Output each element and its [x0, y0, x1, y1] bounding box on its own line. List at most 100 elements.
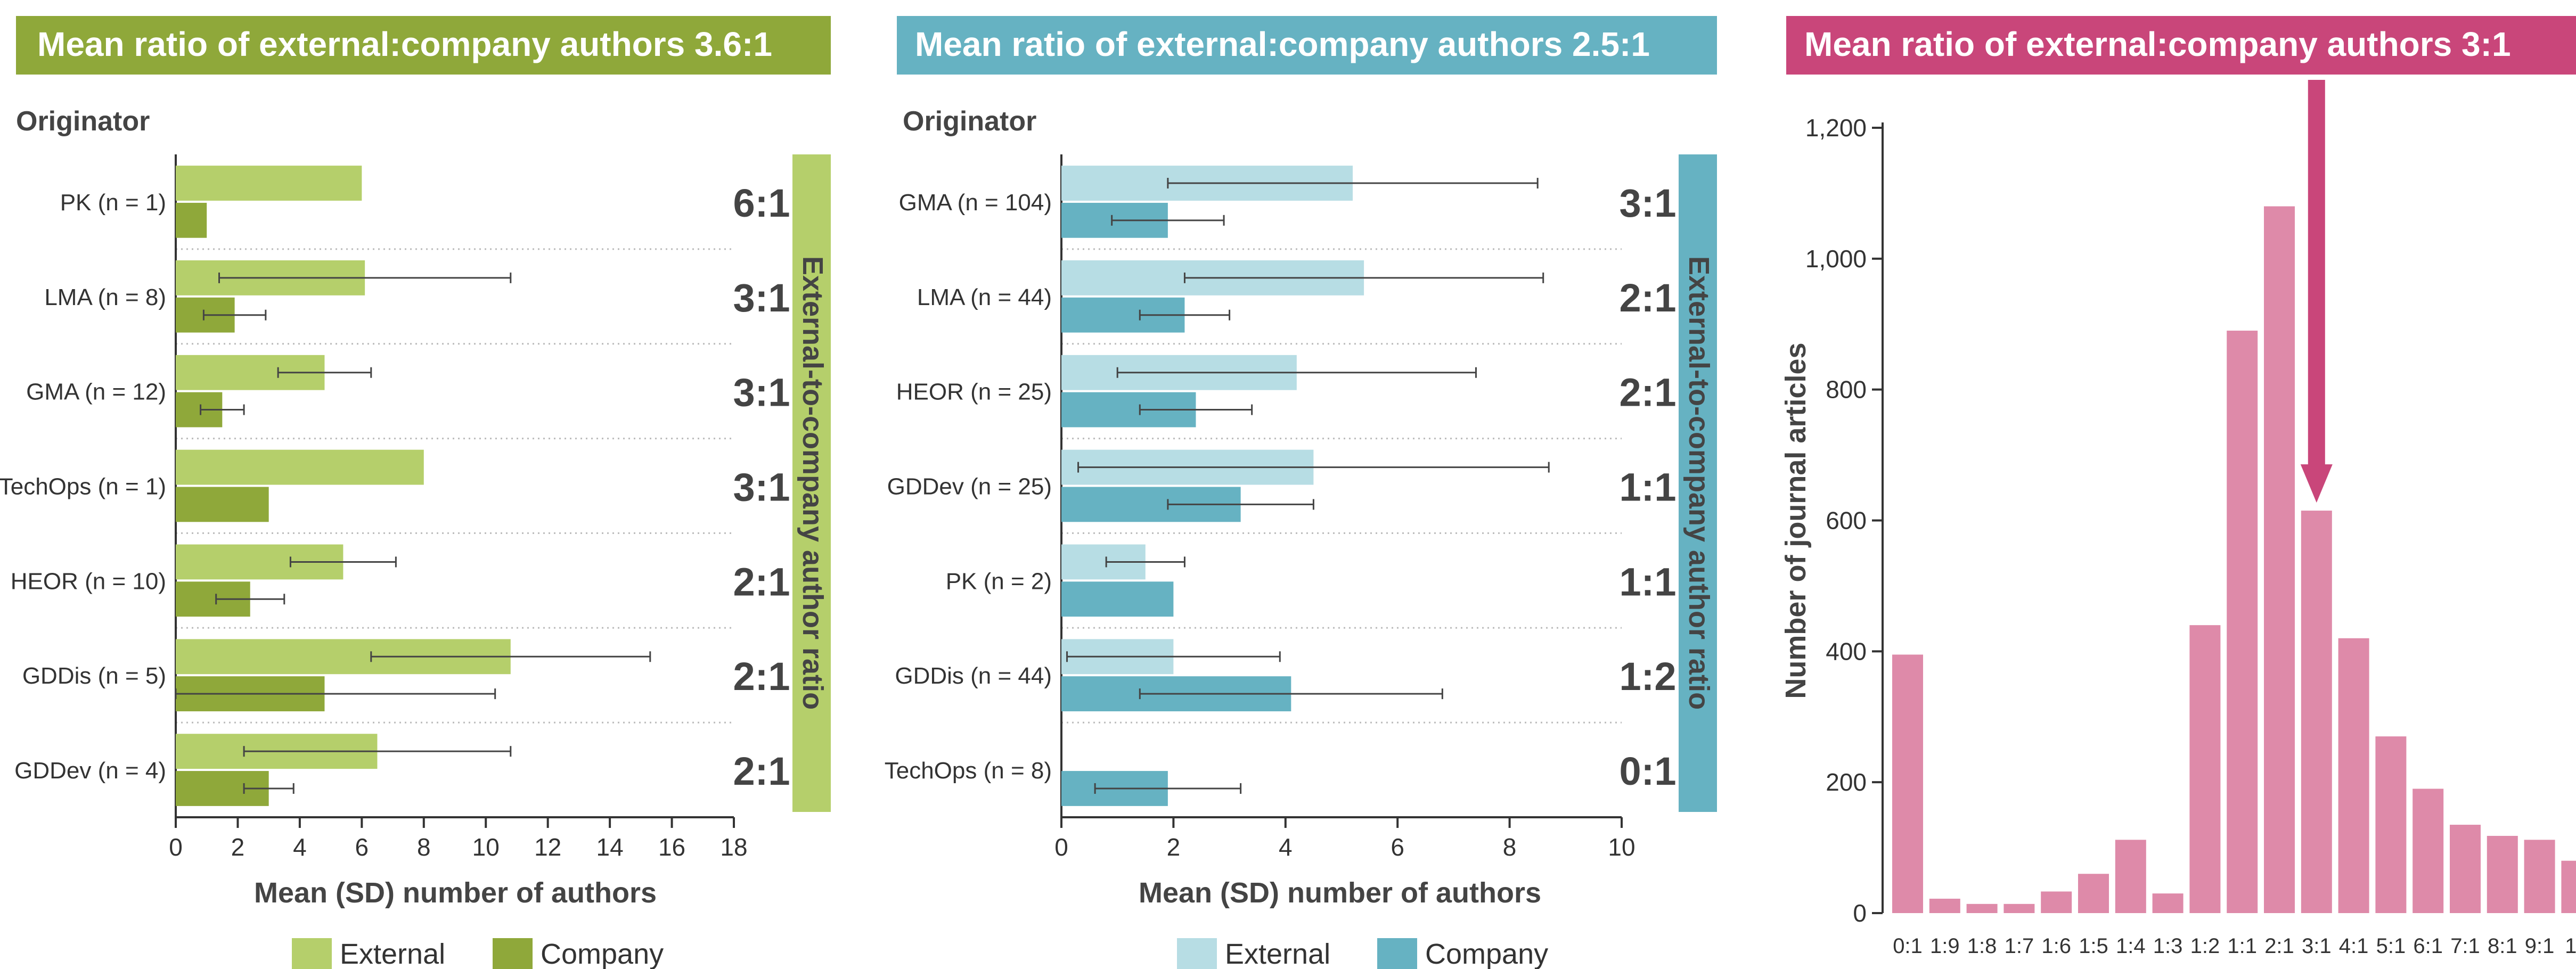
x-tick-label: 3:1 — [2302, 934, 2332, 958]
panel-2-title: Mean ratio of external:company authors 2… — [915, 25, 1650, 63]
x-tick-label: 2 — [231, 833, 245, 861]
ratio-label: 3:1 — [733, 465, 790, 510]
ratio-label: 2:1 — [733, 749, 790, 793]
x-tick-label: 16 — [658, 833, 685, 861]
histogram-bar — [2450, 825, 2481, 913]
panel-1-legend-company-swatch — [493, 938, 533, 969]
x-tick-label: 8 — [1503, 833, 1517, 861]
category-label: GMA (n = 12) — [26, 379, 166, 405]
panel-2-ratio-labels: 3:1 2:1 2:1 1:1 1:1 1:2 0:1 — [1620, 181, 1677, 793]
x-tick-label: 1:5 — [2079, 934, 2108, 958]
ratio-label: 3:1 — [733, 371, 790, 415]
ratio-label: 6:1 — [733, 181, 790, 225]
panel-1-grid — [175, 154, 734, 818]
bar-external — [176, 166, 362, 201]
x-tick-label: 1:3 — [2153, 934, 2183, 958]
panel-3-y-ticks: 0 200 400 600 800 1,000 1,200 — [1805, 114, 1884, 927]
y-tick-label: 200 — [1826, 768, 1867, 796]
panel-2-grid — [1060, 154, 1622, 818]
histogram-bar — [2413, 789, 2444, 913]
panel-2-category-labels: GMA (n = 104) LMA (n = 44) HEOR (n = 25) GD… — [885, 190, 1052, 784]
panel-2-legend-company-swatch — [1377, 938, 1417, 969]
panel-2-x-ticks: 0 2 4 6 8 10 — [1054, 817, 1635, 861]
category-label: PK (n = 1) — [60, 190, 166, 216]
x-tick-label: 0:1 — [1893, 934, 1923, 958]
panel-2-category-title: Originator — [903, 106, 1036, 137]
x-tick-label: 4 — [293, 833, 307, 861]
ratio-label: 1:2 — [1620, 654, 1677, 699]
ratio-label: 3:1 — [733, 276, 790, 320]
histogram-bar — [2487, 835, 2518, 913]
x-tick-label: 5:1 — [2376, 934, 2406, 958]
x-tick-label: 6 — [1391, 833, 1404, 861]
panel-1: Mean ratio of external:company authors 3… — [0, 16, 831, 969]
panel-2-bars — [1061, 166, 1550, 806]
histogram-bar — [2189, 625, 2221, 913]
panel-1-legend-external-label: External — [340, 938, 445, 969]
panel-2-legend-company-label: Company — [1425, 938, 1548, 969]
histogram-bar — [2301, 511, 2332, 913]
histogram-bar — [1929, 898, 1960, 913]
y-tick-label: 1,000 — [1805, 245, 1867, 273]
panel-1-ratio-labels: 6:1 3:1 3:1 3:1 2:1 2:1 2:1 — [733, 181, 790, 793]
panel-1-side-label: External-to-company author ratio — [797, 256, 829, 710]
x-tick-label: 10 — [1608, 833, 1635, 861]
histogram-bar — [2524, 840, 2555, 913]
panel-1-x-ticks: 0 2 4 6 8 10 12 14 16 18 — [169, 817, 748, 861]
x-tick-label: 0 — [1054, 833, 1068, 861]
x-tick-label: 4 — [1279, 833, 1293, 861]
ratio-label: 2:1 — [733, 560, 790, 604]
category-label: HEOR (n = 25) — [896, 379, 1052, 405]
panel-1-banner — [16, 16, 831, 75]
category-label: TechOps (n = 8) — [885, 758, 1052, 784]
x-tick-label: 1:4 — [2116, 934, 2146, 958]
y-tick-label: 1,200 — [1805, 114, 1867, 142]
histogram-bar — [2227, 331, 2258, 913]
ratio-label: 0:1 — [1620, 749, 1677, 793]
panel-3-highlight-arrow — [2300, 80, 2333, 503]
bar-company — [176, 487, 269, 522]
category-label: LMA (n = 8) — [44, 284, 166, 310]
category-label: GDDis (n = 44) — [895, 663, 1052, 689]
x-tick-label: 2 — [1167, 833, 1181, 861]
panel-1-side-bar — [792, 154, 831, 812]
x-tick-label: 9:1 — [2525, 934, 2555, 958]
x-tick-label: 10 — [472, 833, 500, 861]
ratio-label: 3:1 — [1620, 181, 1677, 225]
panel-3-category-labels: 0:1 1:9 1:8 1:7 1:6 1:5 1:4 1:3 1:2 1:1 2:1 3:1 4:1 5… — [1893, 934, 2576, 958]
panel-2-legend-external-label: External — [1225, 938, 1330, 969]
panel-3-y-axis-label: Number of journal articles — [1780, 342, 1812, 699]
histogram-bar — [2152, 893, 2184, 913]
x-tick-label: 1:7 — [2005, 934, 2034, 958]
panel-1-category-labels: PK (n = 1) LMA (n = 8) GMA (n = 12) TechOps… — [0, 190, 166, 784]
panel-2-x-axis-label: Mean (SD) number of authors — [1139, 877, 1541, 909]
histogram-bar — [2561, 860, 2576, 913]
histogram-bar — [2115, 840, 2146, 913]
bar-company — [1061, 581, 1174, 617]
panel-2-banner — [897, 16, 1717, 75]
panel-1-legend-company-label: Company — [541, 938, 664, 969]
panel-2-side-label: External-to-company author ratio — [1683, 256, 1715, 710]
category-label: GMA (n = 104) — [899, 190, 1052, 216]
ratio-label: 2:1 — [733, 654, 790, 699]
panel-3-bars — [1892, 206, 2576, 913]
category-label: HEOR (n = 10) — [11, 568, 166, 594]
histogram-bar — [1966, 904, 1998, 913]
histogram-bar — [1892, 654, 1923, 913]
histogram-bar — [2264, 206, 2295, 913]
x-tick-label: 18 — [720, 833, 747, 861]
x-tick-label: 1:6 — [2041, 934, 2071, 958]
category-label: GDDev (n = 4) — [14, 758, 166, 784]
panel-3: Mean ratio of external:company authors 3… — [1780, 16, 2576, 958]
panel-1-title: Mean ratio of external:company authors 3… — [37, 25, 772, 63]
x-tick-label: 2:1 — [2264, 934, 2294, 958]
panel-2-legend-external-swatch — [1177, 938, 1217, 969]
x-tick-label: 14 — [596, 833, 624, 861]
category-label: GDDis (n = 5) — [22, 663, 166, 689]
x-tick-label: 6 — [355, 833, 369, 861]
x-tick-label: 12 — [534, 833, 561, 861]
y-tick-label: 800 — [1826, 376, 1867, 404]
bar-company — [176, 202, 207, 238]
ratio-label: 1:1 — [1620, 560, 1677, 604]
